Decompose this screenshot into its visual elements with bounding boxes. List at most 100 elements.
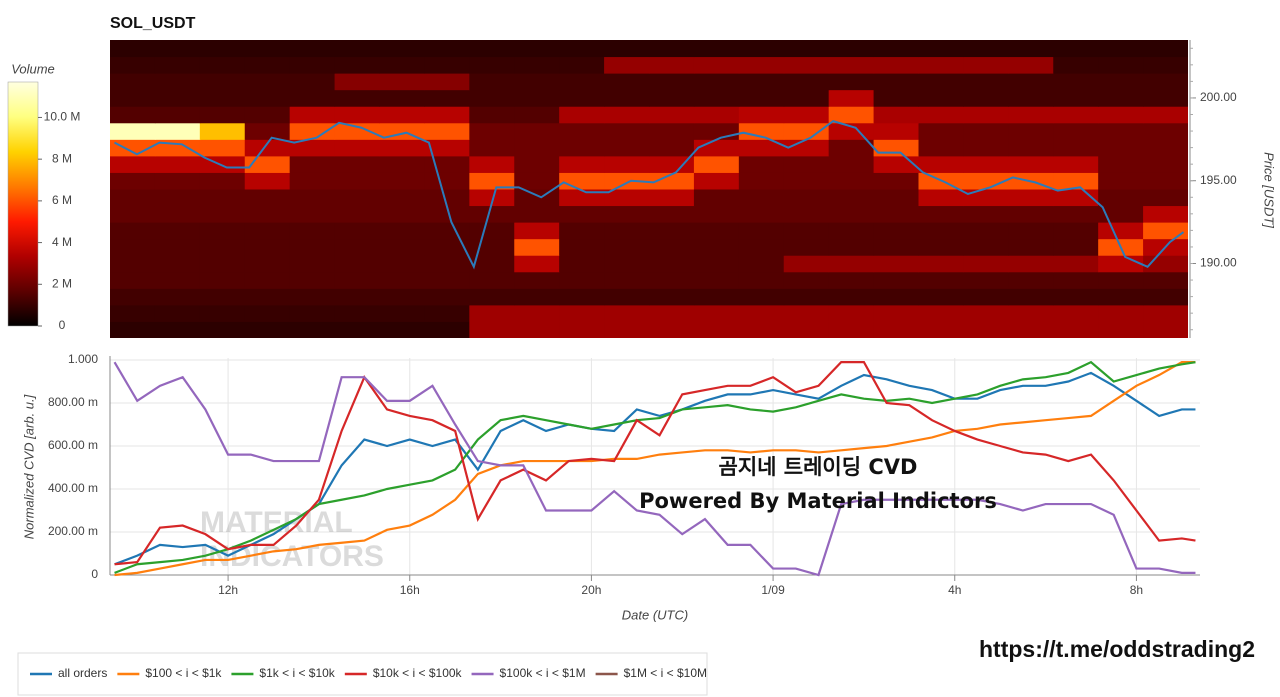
heatmap-cell [1008, 106, 1054, 124]
heatmap-cell [1008, 222, 1054, 240]
heatmap-cell [424, 288, 470, 306]
heatmap-cell [1053, 304, 1099, 322]
heatmap-cell [244, 56, 291, 74]
heatmap-cell [738, 40, 785, 58]
heatmap-cell [424, 238, 470, 256]
heatmap-cell [289, 321, 336, 338]
heatmap-cell [1143, 288, 1188, 306]
heatmap-cell [873, 56, 919, 74]
heatmap-cell [469, 172, 515, 190]
heatmap-cell [199, 40, 246, 58]
heatmap-cell [963, 255, 1009, 273]
heatmap-cell [154, 56, 201, 74]
heatmap-cell [244, 222, 291, 240]
heatmap-cell [154, 155, 201, 173]
heatmap-cell [783, 155, 830, 173]
heatmap-cell [199, 222, 246, 240]
heatmap-cell [199, 122, 246, 140]
heatmap-cell [828, 56, 875, 74]
heatmap-cell [1098, 304, 1144, 322]
heatmap-cell [918, 205, 964, 223]
heatmap-cell [289, 89, 336, 107]
heatmap-cell [154, 73, 201, 91]
heatmap-cell [514, 73, 560, 91]
heatmap-cell [1143, 321, 1188, 338]
heatmap-cell [424, 122, 470, 140]
heatmap-cell [334, 40, 380, 58]
colorbar-tick-label: 6 M [52, 193, 72, 207]
heatmap-cell [154, 238, 201, 256]
heatmap-cell [154, 321, 201, 338]
heatmap-cell [334, 304, 380, 322]
heatmap-cell [649, 56, 695, 74]
y-tick-label: 600.00 m [48, 438, 98, 452]
heatmap-cell [334, 73, 380, 91]
heatmap-cell [110, 205, 156, 223]
heatmap-cell [963, 73, 1009, 91]
heatmap-cell [110, 56, 156, 74]
heatmap-cell [649, 222, 695, 240]
colorbar-tick-label: 2 M [52, 276, 72, 290]
heatmap-cell [559, 222, 605, 240]
heatmap-cell [334, 89, 380, 107]
heatmap-cell [110, 271, 156, 289]
heatmap-cell [963, 222, 1009, 240]
heatmap-cell [873, 106, 919, 124]
heatmap-cell [649, 255, 695, 273]
cvd-line [113, 361, 1196, 577]
heatmap-cell [334, 288, 380, 306]
heatmap-cell [1053, 288, 1099, 306]
heatmap-cell [1143, 139, 1188, 157]
heatmap-cell [963, 288, 1009, 306]
heatmap-cell [1008, 189, 1054, 207]
heatmap-cell [514, 189, 560, 207]
heatmap-cell [199, 73, 246, 91]
heatmap-cell [1098, 271, 1144, 289]
heatmap-cell [424, 139, 470, 157]
heatmap-cell [559, 73, 605, 91]
heatmap-cell [199, 106, 246, 124]
annotation: Powered By Material Indictors [639, 489, 997, 513]
heatmap-cell [110, 255, 156, 273]
heatmap-cell [1143, 56, 1188, 74]
heatmap-cell [244, 40, 291, 58]
heatmap-cell [963, 106, 1009, 124]
heatmap-cell [289, 271, 336, 289]
heatmap-cell [873, 271, 919, 289]
heatmap-cell [514, 139, 560, 157]
heatmap-cell [1053, 122, 1099, 140]
heatmap-cell [244, 106, 291, 124]
heatmap-cell [469, 189, 515, 207]
heatmap-cell [154, 255, 201, 273]
heatmap-cell [873, 155, 919, 173]
heatmap-cell [559, 40, 605, 58]
heatmap-cell [783, 189, 830, 207]
heatmap-cell [244, 139, 291, 157]
heatmap-cell [379, 155, 425, 173]
heatmap-cell [649, 189, 695, 207]
heatmap-cell [783, 288, 830, 306]
heatmap-cell [110, 321, 156, 338]
heatmap-cell [604, 189, 650, 207]
heatmap-cell [559, 271, 605, 289]
heatmap-cell [918, 56, 964, 74]
heatmap-cell [783, 172, 830, 190]
heatmap-cell [1053, 56, 1099, 74]
heatmap-cell [783, 106, 830, 124]
heatmap-cell [424, 56, 470, 74]
heatmap-cell [604, 89, 650, 107]
heatmap-cell [828, 122, 875, 140]
colorbar-tick-label: 10.0 M [44, 110, 81, 124]
heatmap-cell [783, 255, 830, 273]
heatmap-cell [738, 189, 785, 207]
heatmap-cell [514, 40, 560, 58]
heatmap-cell [828, 304, 875, 322]
heatmap-cell [1053, 205, 1099, 223]
heatmap-cell [693, 73, 740, 91]
heatmap-cell [649, 106, 695, 124]
heatmap-cell [873, 205, 919, 223]
legend-label: $1k < i < $10k [259, 666, 335, 680]
heatmap-cell [693, 189, 740, 207]
heatmap-cell [783, 56, 830, 74]
